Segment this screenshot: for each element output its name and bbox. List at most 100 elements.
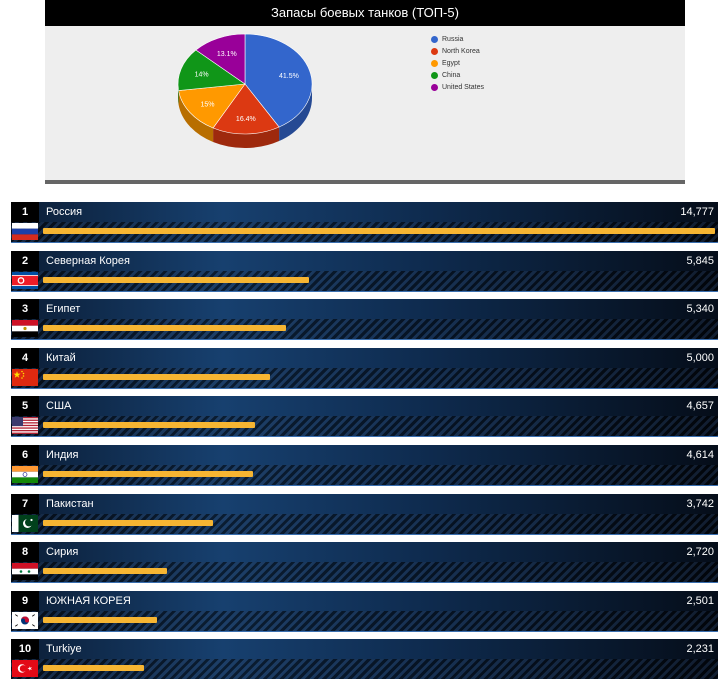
ranking-row: 3 Египет 5,340	[11, 299, 718, 340]
tank-count: 5,845	[686, 254, 714, 267]
pie-slice-united-states	[195, 33, 246, 85]
row-header: 7 Пакистан 3,742	[11, 493, 718, 514]
bar-track	[43, 616, 715, 623]
legend-swatch	[431, 47, 438, 55]
legend-swatch	[431, 83, 438, 91]
ranking-row: 4 Китай 5,000	[11, 347, 718, 388]
row-header: 2 Северная Корея 5,845	[11, 250, 718, 271]
value-bar	[43, 276, 309, 283]
legend-item-north-korea: North Korea	[431, 45, 484, 57]
ranking-row: 1 Россия 14,777	[11, 202, 718, 242]
row-bar-area	[11, 416, 718, 437]
bar-track	[43, 519, 715, 526]
egypt-flag-icon	[12, 320, 38, 338]
row-header: 9 ЮЖНАЯ КОРЕЯ 2,501	[11, 590, 718, 611]
ranking-row: 8 Сирия 2,720	[11, 542, 718, 583]
pie-slice-label: 14%	[195, 72, 209, 79]
row-bar-area	[11, 319, 718, 340]
rank-number: 8	[11, 542, 39, 563]
pie-slice-label: 41.5%	[279, 73, 299, 80]
rank-number: 10	[11, 639, 39, 660]
india-flag-icon	[12, 465, 38, 483]
legend-label: United States	[442, 83, 485, 91]
pie-slice-label: 16.4%	[236, 116, 256, 123]
ranking-row: 6 Индия 4,614	[11, 444, 718, 485]
tank-count: 4,657	[686, 400, 714, 413]
row-bar-area	[11, 513, 718, 534]
ranking-row: 10 Turkiye 2,231	[11, 639, 718, 679]
row-bar-area	[11, 464, 718, 485]
country-name: Пакистан	[46, 497, 94, 510]
ranking-row: 5 США 4,657	[11, 396, 718, 437]
tank-count: 2,501	[686, 594, 714, 607]
row-header: 1 Россия 14,777	[11, 202, 718, 222]
rank-number: 7	[11, 493, 39, 514]
row-bar-area	[11, 659, 718, 679]
pie-chart: 41.5% 16.4% 15% 14% 13.1%	[177, 33, 313, 148]
ranking-row: 7 Пакистан 3,742	[11, 493, 718, 534]
pie-slice-side	[279, 84, 312, 142]
bar-track	[43, 568, 715, 575]
legend-item-china: China	[431, 69, 484, 81]
legend-label: China	[442, 71, 461, 79]
row-bar-area	[11, 367, 718, 388]
rank-number: 5	[11, 396, 39, 417]
row-bar-area	[11, 562, 718, 583]
rank-number: 1	[11, 202, 39, 222]
bar-track	[43, 470, 715, 477]
pie-chart-panel: Запасы боевых танков (ТОП-5) 41.5% 16.4% 1…	[45, 0, 685, 184]
value-bar	[43, 325, 286, 332]
country-name: Египет	[46, 303, 81, 316]
value-bar	[43, 616, 157, 623]
pie-slice-label: 13.1%	[217, 51, 237, 58]
north-korea-flag-icon	[12, 271, 38, 289]
country-name: Китай	[46, 351, 76, 364]
country-name: Сирия	[46, 546, 79, 559]
ranking-row: 9 ЮЖНАЯ КОРЕЯ 2,501	[11, 590, 718, 631]
value-bar	[43, 373, 271, 380]
value-bar	[43, 665, 145, 672]
legend-item-united-states: United States	[431, 81, 484, 93]
tank-count: 2,231	[686, 643, 714, 656]
chart-title: Запасы боевых танков (ТОП-5)	[45, 0, 685, 26]
country-name: Россия	[46, 206, 83, 218]
row-bar-area	[11, 610, 718, 631]
row-header: 8 Сирия 2,720	[11, 542, 718, 563]
rank-number: 9	[11, 590, 39, 611]
row-bar-area	[11, 270, 718, 291]
tank-count: 5,340	[686, 303, 714, 316]
tank-ranking-list: 1 Россия 14,777 2 Северная Корея 5,845	[11, 202, 718, 679]
row-header: 3 Египет 5,340	[11, 299, 718, 320]
pie-slice-label: 15%	[200, 101, 214, 108]
row-header: 5 США 4,657	[11, 396, 718, 417]
rank-number: 2	[11, 250, 39, 271]
legend-label: Egypt	[442, 59, 460, 67]
rank-number: 4	[11, 347, 39, 368]
value-bar	[43, 568, 167, 575]
pie-slice-russia	[244, 33, 313, 128]
bar-track	[43, 228, 715, 234]
tank-count: 14,777	[680, 206, 714, 218]
value-bar	[43, 228, 715, 234]
rank-number: 3	[11, 299, 39, 320]
pie-slice-egypt	[178, 83, 246, 129]
rank-number: 6	[11, 444, 39, 465]
row-header: 6 Индия 4,614	[11, 444, 718, 465]
tank-count: 4,614	[686, 448, 714, 461]
bar-track	[43, 276, 715, 283]
country-name: ЮЖНАЯ КОРЕЯ	[46, 594, 131, 607]
south-korea-flag-icon	[12, 611, 38, 629]
tank-count: 3,742	[686, 497, 714, 510]
pakistan-flag-icon	[12, 514, 38, 532]
turkey-flag-icon	[12, 660, 38, 678]
legend-label: Russia	[442, 35, 464, 43]
legend-swatch	[431, 59, 438, 67]
pie-slice-china	[177, 49, 246, 91]
legend-item-russia: Russia	[431, 33, 484, 45]
usa-flag-icon	[12, 417, 38, 435]
country-name: Северная Корея	[46, 254, 130, 267]
country-name: Turkiye	[46, 643, 82, 656]
value-bar	[43, 519, 214, 526]
legend-item-egypt: Egypt	[431, 57, 484, 69]
bar-track	[43, 422, 715, 429]
